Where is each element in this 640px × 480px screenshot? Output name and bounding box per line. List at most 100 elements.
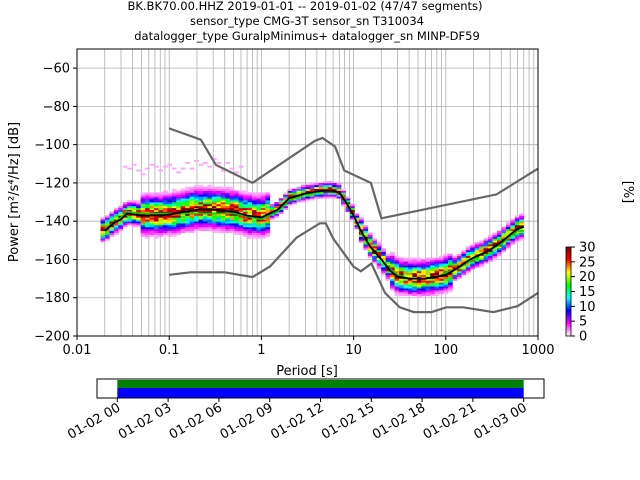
histogram-cell: [198, 226, 204, 230]
histogram-cell: [336, 196, 342, 199]
histogram-cell: [229, 203, 235, 207]
histogram-cell: [162, 200, 168, 203]
histogram-cell: [501, 242, 507, 245]
histogram-cell: [211, 203, 217, 207]
histogram-cell: [171, 202, 177, 205]
histogram-cell: [207, 217, 213, 220]
histogram-cell: [496, 246, 502, 249]
histogram-cell: [318, 186, 324, 189]
histogram-cell: [176, 207, 182, 211]
histogram-cell: [434, 284, 440, 287]
histogram-cell: [211, 188, 217, 191]
histogram-cell: [443, 280, 449, 283]
histogram-cell: [171, 167, 177, 170]
histogram-cell: [505, 232, 511, 235]
histogram-cell: [403, 291, 409, 295]
histogram-cell: [398, 259, 404, 262]
histogram-cell: [447, 263, 453, 266]
histogram-cell: [185, 194, 190, 197]
histogram-cell: [363, 247, 369, 251]
histogram-cell: [309, 198, 315, 201]
histogram-cell: [488, 253, 493, 256]
histogram-cell: [256, 228, 262, 232]
histogram-cell: [145, 234, 150, 237]
histogram-cell: [145, 205, 150, 209]
histogram-cell: [514, 238, 520, 241]
histogram-cell: [327, 194, 333, 197]
histogram-cell: [407, 263, 413, 266]
histogram-cell: [488, 242, 493, 245]
histogram-cell: [238, 209, 244, 212]
histogram-cell: [519, 225, 525, 228]
histogram-cell: [149, 203, 155, 207]
histogram-cell: [162, 205, 168, 209]
histogram-cell: [180, 194, 186, 197]
histogram-cell: [234, 194, 239, 197]
histogram-cell: [492, 240, 498, 243]
histogram-cell: [260, 232, 266, 235]
histogram-cell: [185, 200, 190, 203]
histogram-cell: [251, 236, 257, 239]
histogram-cell: [198, 186, 204, 189]
histogram-cell: [260, 196, 266, 199]
histogram-cell: [207, 203, 213, 207]
histogram-cell: [176, 221, 182, 224]
histogram-cell: [452, 278, 458, 281]
histogram-cell: [403, 261, 409, 264]
histogram-cell: [390, 278, 395, 281]
histogram-cell: [434, 265, 440, 268]
histogram-cell: [234, 219, 239, 222]
histogram-cell: [465, 247, 471, 251]
histogram-cell: [131, 223, 137, 226]
histogram-cell: [385, 272, 391, 276]
histogram-cell: [403, 280, 409, 283]
histogram-cell: [265, 232, 271, 235]
histogram-cell: [167, 228, 173, 232]
histogram-cell: [372, 244, 378, 247]
title-line-1: BK.BK70.00.HHZ 2019-01-01 -- 2019-01-02 …: [127, 0, 482, 13]
histogram-cell: [447, 274, 453, 277]
histogram-cell: [140, 219, 146, 222]
histogram-cell: [430, 284, 435, 287]
histogram-cell: [176, 202, 182, 205]
histogram-cell: [452, 267, 458, 270]
histogram-cell: [145, 194, 150, 197]
histogram-cell: [167, 221, 173, 224]
histogram-cell: [488, 240, 493, 243]
histogram-cell: [122, 207, 128, 211]
histogram-cell: [323, 194, 329, 197]
histogram-cell: [439, 263, 444, 266]
histogram-cell: [251, 221, 257, 224]
histogram-cell: [403, 288, 409, 291]
histogram-cell: [247, 196, 253, 199]
histogram-cell: [461, 261, 467, 264]
histogram-cell: [122, 205, 128, 209]
histogram-cell: [300, 188, 306, 191]
histogram-cell: [519, 236, 525, 239]
histogram-cell: [505, 238, 511, 241]
histogram-cell: [162, 219, 168, 222]
histogram-cell: [394, 269, 400, 272]
histogram-cell: [318, 196, 324, 199]
histogram-cell: [470, 255, 476, 258]
histogram-cell: [407, 267, 413, 270]
histogram-cell: [465, 251, 471, 255]
histogram-cell: [153, 200, 159, 203]
histogram-cell: [269, 209, 275, 212]
histogram-cell: [434, 293, 440, 297]
histogram-cell: [167, 196, 173, 199]
histogram-cell: [496, 249, 502, 253]
histogram-cell: [447, 278, 453, 281]
histogram-cell: [363, 242, 369, 245]
histogram-cell: [185, 198, 190, 201]
histogram-cell: [421, 288, 427, 291]
histogram-cell: [247, 223, 253, 226]
histogram-cell: [189, 213, 195, 216]
statistics-lines: [104, 189, 524, 280]
histogram-cell: [189, 188, 195, 191]
histogram-cell: [153, 226, 159, 230]
histogram-cell: [501, 234, 507, 237]
histogram-cell: [194, 203, 199, 207]
histogram-cell: [479, 249, 484, 253]
histogram-cell: [202, 223, 208, 226]
